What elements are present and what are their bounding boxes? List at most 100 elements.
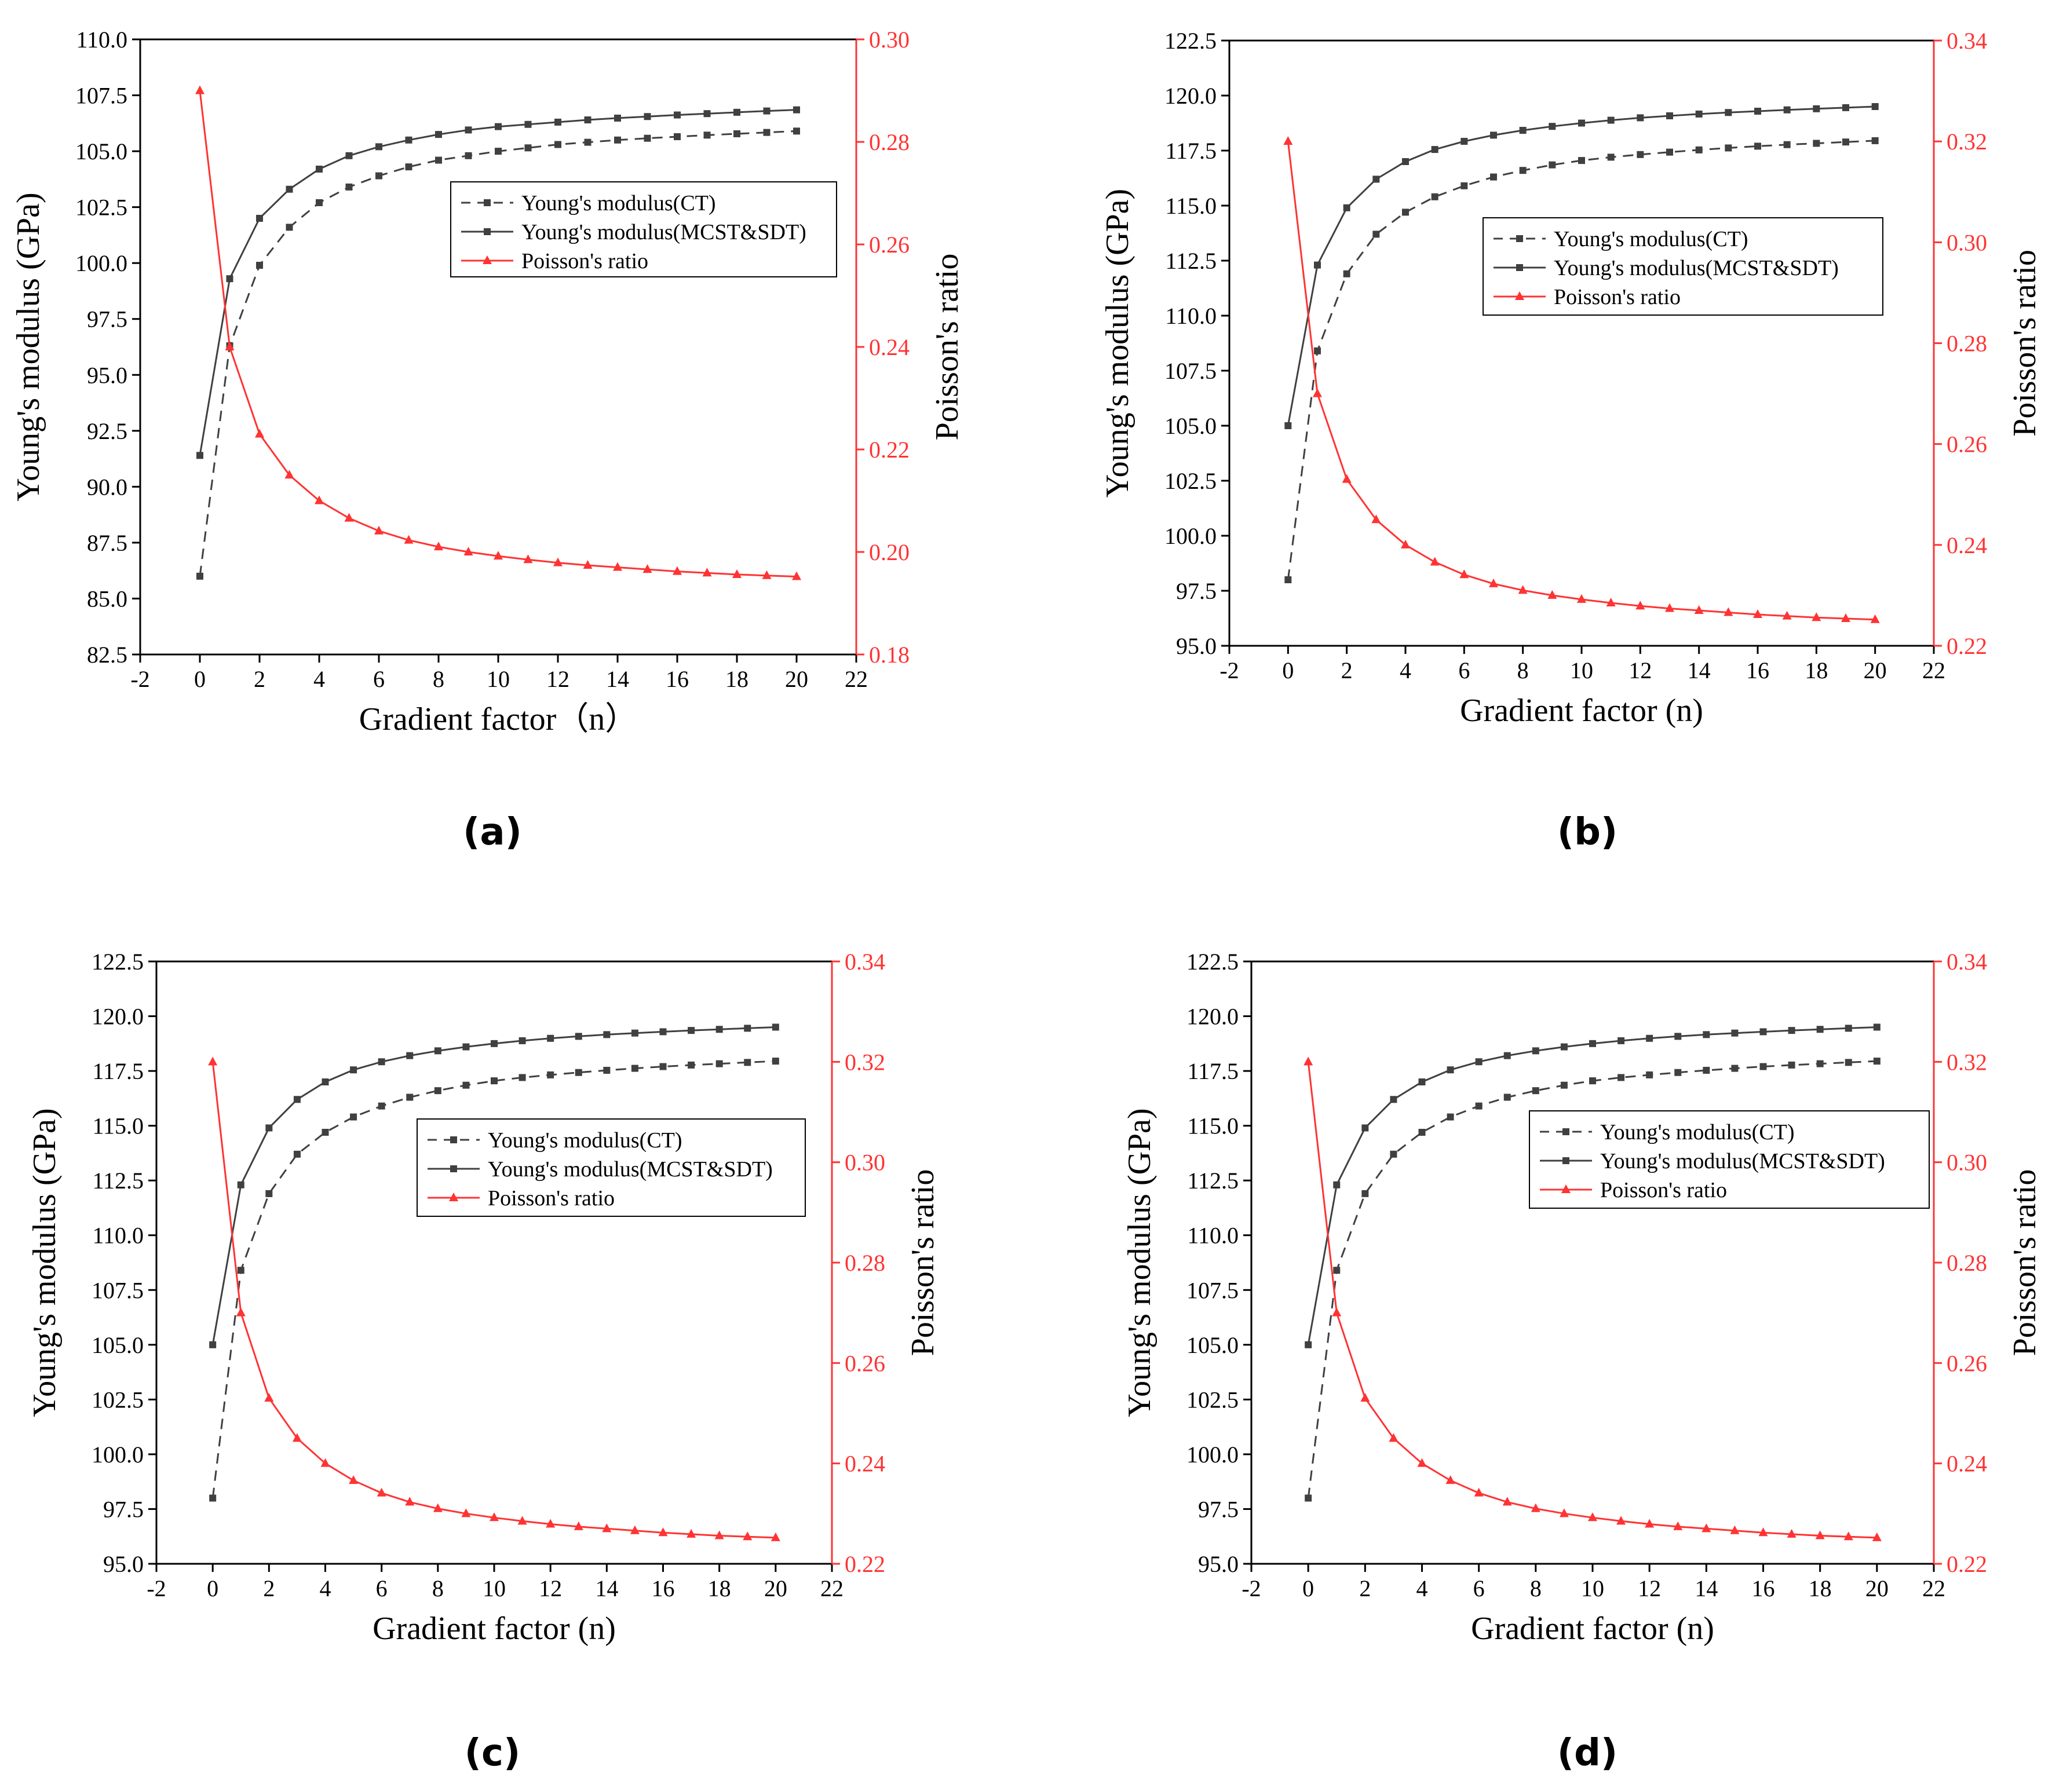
data-point-poisson [1635,601,1645,610]
data-point-ct [265,1190,273,1197]
data-point-mcst [1560,1043,1568,1051]
y-tick-label: 90.0 [87,474,127,500]
caption-b: (b) [1557,811,1618,854]
data-point-mcst [1725,109,1732,116]
data-point-mcst [659,1028,667,1036]
y2-tick-label: 0.20 [869,539,910,565]
y2-tick-label: 0.24 [1947,532,1987,558]
data-point-poisson [1665,603,1674,612]
x-axis-label: Gradient factor (n) [373,1611,616,1647]
data-point-poisson [1283,136,1293,145]
data-point-mcst [406,1052,414,1059]
data-point-mcst [1314,261,1321,269]
data-point-poisson [1332,1307,1342,1316]
data-point-poisson [1303,1056,1313,1066]
y-tick-label: 95.0 [1198,1551,1239,1577]
data-point-poisson [292,1433,302,1442]
y-tick-label: 100.0 [1186,1442,1239,1468]
data-point-ct [322,1128,329,1136]
data-point-poisson [374,525,384,535]
y2-tick-label: 0.22 [869,437,910,463]
data-point-ct [554,141,561,148]
data-point-mcst [1578,119,1585,127]
data-point-poisson [1547,590,1557,599]
y2-tick-label: 0.30 [1947,1150,1987,1176]
data-point-ct [1873,1058,1881,1065]
data-point-mcst [1361,1124,1369,1132]
x-tick-label: 20 [1865,1575,1889,1601]
data-point-ct [1372,231,1380,238]
x-tick-label: -2 [1219,657,1239,683]
legend: Young's modulus(CT) Young's modulus(MCST&… [450,181,837,277]
data-point-ct [345,183,353,191]
y2-tick-label: 0.34 [1947,949,1987,975]
series-line-1 [199,109,797,456]
data-point-poisson [732,569,742,578]
data-point-mcst [462,1043,470,1051]
data-point-ct [491,1077,498,1085]
y-tick-label: 97.5 [87,306,127,332]
legend-marker [450,1165,457,1172]
x-tick-label: 10 [1570,657,1593,683]
data-point-ct [763,129,771,136]
data-point-ct [1402,209,1409,216]
y-tick-label: 117.5 [92,1058,144,1084]
data-point-ct [256,262,263,269]
legend: Young's modulus(CT) Young's modulus(MCST&… [1529,1110,1930,1209]
caption-d: (d) [1557,1732,1618,1775]
data-point-mcst [1617,1037,1625,1044]
data-point-mcst [345,152,353,159]
data-point-mcst [1871,103,1879,110]
y2-tick-label: 0.22 [1947,633,1987,659]
data-point-mcst [1418,1078,1426,1085]
x-tick-label: -2 [1242,1575,1261,1601]
data-point-ct [524,144,532,152]
data-point-mcst [1816,1026,1824,1033]
data-point-mcst [1503,1052,1511,1059]
y-tick-label: 102.5 [75,195,127,221]
data-point-poisson [1489,578,1498,587]
y2-tick-label: 0.26 [845,1350,885,1376]
x-tick-label: 18 [1809,1575,1832,1601]
y2-tick-label: 0.18 [869,642,910,668]
y-tick-label: 120.0 [1186,1004,1239,1030]
data-point-poisson [1360,1393,1370,1402]
y-tick-label: 87.5 [87,530,127,556]
data-point-mcst [744,1025,751,1032]
x-tick-label: 16 [666,666,689,692]
x-tick-label: 16 [1746,657,1769,683]
y-tick-label: 85.0 [87,586,127,612]
data-point-ct [405,163,412,171]
x-tick-label: 10 [1581,1575,1604,1601]
legend-label-2: Poisson's ratio [521,249,648,273]
y-tick-label: 95.0 [87,362,127,388]
legend-box [417,1118,806,1217]
data-point-mcst [703,110,711,118]
y-tick-label: 112.5 [1187,1168,1239,1194]
data-point-mcst [688,1027,695,1034]
y-tick-label: 107.5 [92,1277,144,1303]
y-tick-label: 82.5 [87,642,127,668]
data-point-mcst [226,275,233,283]
y-tick-label: 107.5 [75,83,127,109]
data-point-poisson [1559,1508,1569,1517]
data-point-mcst [491,1040,498,1047]
data-point-mcst [1343,204,1350,211]
data-point-mcst [1284,422,1292,429]
data-point-mcst [614,114,621,122]
data-point-ct [1788,1061,1795,1069]
data-point-mcst [1447,1066,1454,1074]
y-tick-label: 100.0 [1164,523,1217,549]
legend-label-1: Young's modulus(MCST&SDT) [1600,1149,1885,1173]
data-point-mcst [631,1029,638,1037]
x-tick-label: 4 [1416,1575,1428,1601]
data-point-ct [1314,347,1321,354]
y-tick-label: 122.5 [1164,28,1217,54]
data-point-mcst [1607,116,1615,124]
x-tick-label: 2 [254,666,265,692]
data-point-ct [659,1063,667,1070]
legend-label-1: Young's modulus(MCST&SDT) [521,220,806,244]
x-tick-label: 12 [539,1575,562,1601]
data-point-mcst [209,1341,217,1348]
x-tick-label: 2 [263,1575,275,1601]
